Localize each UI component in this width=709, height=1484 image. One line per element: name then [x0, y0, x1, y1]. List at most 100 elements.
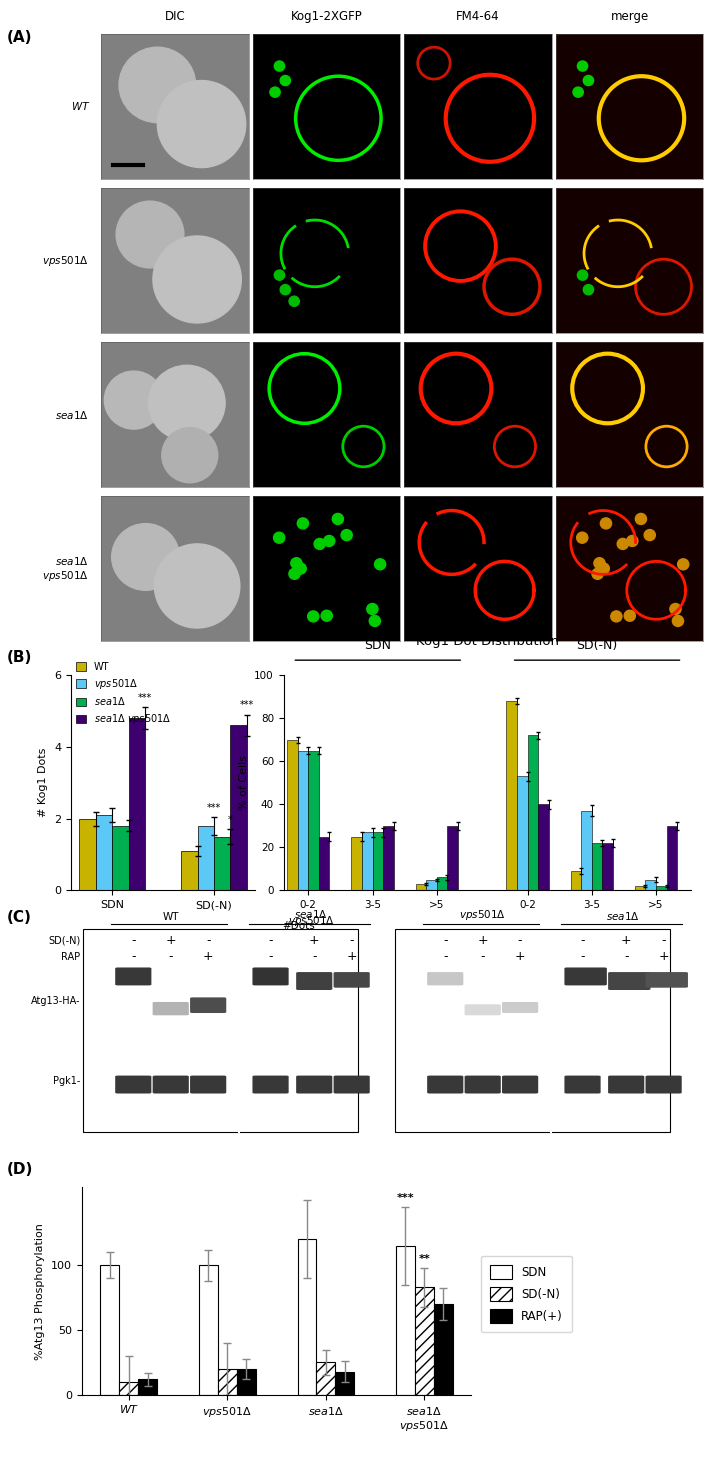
Text: merge: merge: [610, 10, 649, 22]
FancyBboxPatch shape: [115, 968, 152, 985]
Text: (B): (B): [7, 650, 33, 665]
Bar: [84, 929, 358, 1132]
Bar: [437, 877, 447, 890]
Circle shape: [584, 285, 593, 295]
Circle shape: [627, 536, 638, 546]
Y-axis label: # Kog1 Dots: # Kog1 Dots: [38, 748, 48, 818]
FancyBboxPatch shape: [333, 1076, 370, 1094]
Text: Atg13-HA-: Atg13-HA-: [30, 996, 80, 1006]
Bar: [538, 804, 549, 890]
FancyBboxPatch shape: [564, 1076, 601, 1094]
Circle shape: [374, 559, 386, 570]
Bar: [287, 739, 298, 890]
Circle shape: [341, 530, 352, 540]
Text: -: -: [661, 935, 666, 947]
FancyBboxPatch shape: [502, 1076, 538, 1094]
Bar: [101, 1264, 119, 1395]
Bar: [214, 837, 230, 890]
Text: -: -: [518, 935, 523, 947]
Text: $sea1\Delta$: $sea1\Delta$: [606, 910, 640, 923]
Bar: [415, 1287, 434, 1395]
Text: SD(-N): SD(-N): [48, 936, 80, 945]
Text: -: -: [481, 950, 485, 963]
Circle shape: [119, 47, 196, 123]
FancyBboxPatch shape: [427, 1076, 464, 1094]
Circle shape: [270, 88, 280, 98]
Circle shape: [624, 610, 635, 622]
Circle shape: [598, 562, 609, 574]
Circle shape: [153, 236, 241, 324]
Bar: [383, 825, 393, 890]
Bar: [666, 825, 677, 890]
FancyBboxPatch shape: [427, 972, 464, 985]
Text: -: -: [624, 950, 628, 963]
Bar: [527, 736, 538, 890]
Circle shape: [367, 604, 378, 614]
Circle shape: [274, 61, 284, 71]
Text: $vps501\Delta$: $vps501\Delta$: [288, 914, 335, 928]
Text: +: +: [203, 950, 213, 963]
Text: +: +: [347, 950, 357, 963]
Bar: [426, 880, 437, 890]
Text: Kog1-2XGFP: Kog1-2XGFP: [291, 10, 362, 22]
Bar: [218, 1368, 237, 1395]
Circle shape: [162, 427, 218, 482]
Bar: [372, 833, 383, 890]
Text: (C): (C): [7, 910, 32, 925]
Bar: [645, 880, 656, 890]
Text: ***: ***: [138, 693, 152, 703]
Bar: [581, 810, 592, 890]
Text: #Dots: #Dots: [282, 920, 315, 930]
Bar: [237, 1368, 255, 1395]
FancyBboxPatch shape: [296, 972, 333, 990]
Text: -: -: [580, 935, 585, 947]
Bar: [415, 884, 426, 890]
Circle shape: [577, 61, 588, 71]
Bar: [396, 929, 670, 1132]
Circle shape: [148, 365, 225, 441]
FancyBboxPatch shape: [152, 1002, 189, 1015]
Text: -: -: [580, 950, 585, 963]
Text: Pgk1-: Pgk1-: [53, 1076, 80, 1086]
Bar: [308, 751, 319, 890]
FancyBboxPatch shape: [608, 972, 651, 990]
Bar: [119, 1382, 138, 1395]
Circle shape: [297, 518, 308, 528]
Circle shape: [644, 530, 655, 540]
Text: DIC: DIC: [164, 10, 186, 22]
Circle shape: [592, 568, 603, 579]
Bar: [138, 1380, 157, 1395]
Text: -: -: [268, 950, 273, 963]
Circle shape: [618, 539, 628, 549]
Bar: [298, 1239, 316, 1395]
Bar: [447, 825, 458, 890]
Bar: [335, 1371, 354, 1395]
Circle shape: [584, 76, 593, 86]
Text: WT: WT: [162, 913, 179, 923]
Circle shape: [594, 558, 605, 568]
Text: SD(-N): SD(-N): [576, 638, 618, 651]
Text: +: +: [515, 950, 525, 963]
Bar: [96, 815, 112, 890]
FancyBboxPatch shape: [645, 1076, 682, 1094]
FancyBboxPatch shape: [464, 1005, 501, 1015]
Bar: [316, 1362, 335, 1395]
Circle shape: [104, 371, 163, 429]
FancyBboxPatch shape: [333, 972, 370, 988]
Bar: [603, 843, 613, 890]
Bar: [592, 843, 603, 890]
Text: $sea1\Delta$: $sea1\Delta$: [294, 908, 328, 920]
Circle shape: [280, 76, 291, 86]
Legend: SDN, SD(-N), RAP(+): SDN, SD(-N), RAP(+): [481, 1255, 572, 1333]
Text: -: -: [131, 950, 135, 963]
Circle shape: [323, 536, 335, 546]
Circle shape: [369, 616, 381, 626]
Text: $sea1\Delta$
$vps501\Delta$: $sea1\Delta$ $vps501\Delta$: [42, 555, 89, 583]
Text: -: -: [312, 950, 316, 963]
Bar: [319, 837, 330, 890]
FancyBboxPatch shape: [190, 997, 226, 1014]
Circle shape: [274, 533, 285, 543]
Bar: [571, 871, 581, 890]
Text: ***: ***: [396, 1193, 414, 1202]
Text: $vps501\Delta$: $vps501\Delta$: [459, 908, 506, 923]
